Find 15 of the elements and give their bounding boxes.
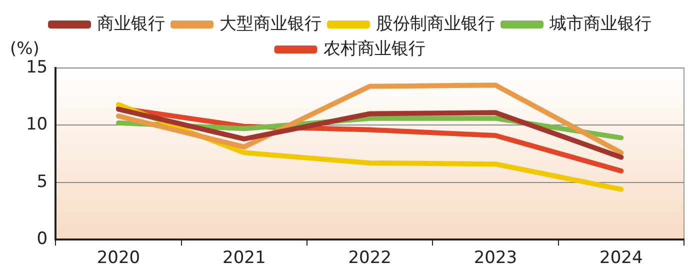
- legend-label: 商业银行: [97, 14, 165, 34]
- legend-label: 城市商业银行: [548, 14, 652, 34]
- x-tick-label: 2023: [474, 248, 518, 268]
- x-tick-label: 2022: [348, 248, 392, 268]
- legend-label: 股份制商业银行: [376, 14, 495, 34]
- x-tick-label: 2020: [96, 248, 140, 268]
- legend-label: 大型商业银行: [220, 14, 322, 34]
- legend-label: 农村商业银行: [323, 38, 426, 59]
- x-tick-label: 2024: [600, 248, 643, 268]
- y-tick-label: 5: [36, 172, 48, 192]
- y-tick-label: 15: [26, 57, 48, 78]
- y-tick-label: 0: [36, 229, 48, 250]
- y-axis-title: (%): [10, 38, 40, 59]
- x-tick-label: 2021: [222, 248, 266, 268]
- y-tick-label: 10: [26, 114, 48, 135]
